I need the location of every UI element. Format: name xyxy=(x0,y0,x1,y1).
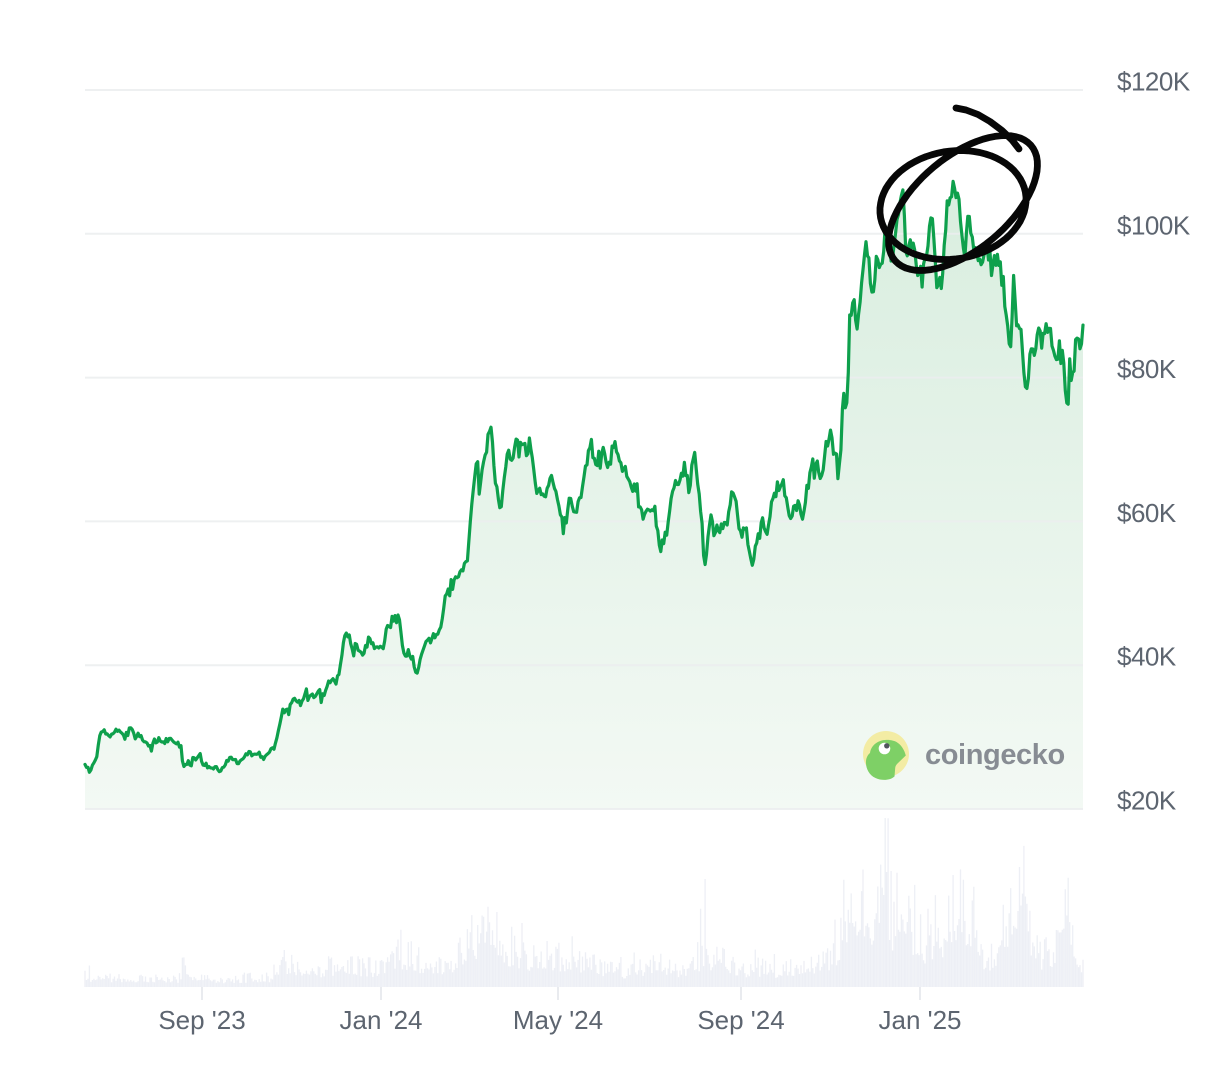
svg-text:Jan '24: Jan '24 xyxy=(339,1005,422,1035)
svg-text:May '24: May '24 xyxy=(513,1005,603,1035)
svg-text:Jan '25: Jan '25 xyxy=(878,1005,961,1035)
svg-text:$20K: $20K xyxy=(1117,786,1177,816)
svg-text:coingecko: coingecko xyxy=(925,739,1065,771)
svg-text:$100K: $100K xyxy=(1117,210,1191,240)
svg-text:Sep '24: Sep '24 xyxy=(697,1005,784,1035)
svg-text:$40K: $40K xyxy=(1117,642,1177,672)
svg-text:$60K: $60K xyxy=(1117,498,1177,528)
svg-text:Sep '23: Sep '23 xyxy=(158,1005,245,1035)
svg-text:$80K: $80K xyxy=(1117,354,1177,384)
svg-text:$120K: $120K xyxy=(1117,67,1191,97)
